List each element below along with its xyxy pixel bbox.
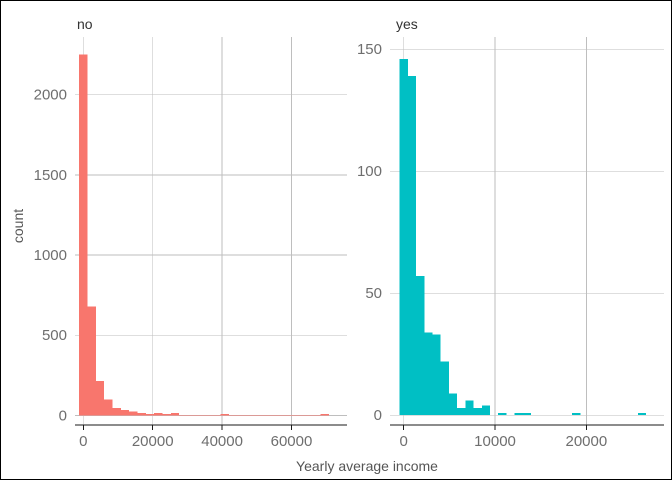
y-tick-label: 100	[357, 163, 382, 180]
histogram-bar	[262, 415, 271, 416]
y-tick-label: 1000	[34, 247, 67, 264]
x-tick-label: 0	[79, 433, 87, 450]
histogram-bar	[457, 407, 466, 416]
histogram-bar	[279, 415, 288, 416]
x-tick-label: 10000	[474, 433, 516, 450]
y-tick-label: 0	[59, 407, 67, 424]
x-axis-title: Yearly average income	[296, 458, 438, 474]
histogram-bar	[112, 408, 121, 416]
histogram-bar	[145, 413, 155, 416]
histogram-bar	[522, 412, 532, 416]
y-tick-label: 500	[42, 327, 67, 344]
facet-label-yes: yes	[396, 16, 418, 32]
histogram-bar	[407, 76, 417, 416]
histogram-bar	[129, 411, 138, 416]
histogram-bar	[195, 415, 205, 416]
x-tick-label: 40000	[201, 433, 243, 450]
histogram-bar	[104, 399, 113, 416]
histogram-bar	[498, 412, 507, 416]
y-tick-label: 2000	[34, 87, 67, 104]
histogram-bar	[481, 405, 491, 416]
histogram-bar	[514, 412, 523, 416]
histogram-bar	[212, 415, 221, 416]
y-axis-title: count	[10, 209, 26, 243]
y-tick-label: 50	[365, 285, 382, 302]
histogram-bar	[270, 415, 279, 416]
histogram-bar	[572, 412, 581, 416]
x-tick-label: 60000	[271, 433, 313, 450]
histogram-bar	[465, 400, 474, 416]
histogram-bar	[473, 407, 482, 416]
histogram-bar	[295, 415, 304, 416]
histogram-bar	[637, 412, 647, 416]
histogram-bar	[79, 54, 88, 416]
histogram-bar	[440, 361, 449, 416]
histogram-bar	[87, 306, 96, 416]
x-tick-label: 20000	[132, 433, 174, 450]
histogram-bar	[312, 415, 321, 416]
histogram-bar	[245, 415, 255, 416]
y-tick-label: 0	[374, 407, 382, 424]
histogram-bar	[237, 415, 246, 416]
histogram-bar	[170, 412, 180, 416]
histogram-bar	[204, 415, 213, 416]
histogram-bar	[432, 334, 441, 416]
histogram-bar	[424, 332, 433, 416]
histogram-bar	[137, 412, 146, 416]
histogram-bar	[287, 415, 296, 416]
histogram-bar	[95, 380, 105, 416]
x-tick-label: 0	[400, 433, 408, 450]
histogram-bar	[179, 414, 188, 416]
histogram-bar	[448, 393, 458, 416]
histogram-bar	[399, 58, 408, 416]
histogram-bar	[229, 415, 238, 416]
y-tick-label: 1500	[34, 167, 67, 184]
histogram-bar	[416, 276, 425, 416]
histogram-bar	[187, 415, 196, 416]
facet-label-no: no	[77, 16, 93, 32]
histogram-bar	[120, 409, 130, 416]
histogram-bar	[254, 415, 263, 416]
x-tick-label: 20000	[566, 433, 608, 450]
histogram-bar	[162, 414, 171, 416]
histogram-bar	[320, 414, 329, 416]
panel-yes: 0 50 100 150 0 10000 20000	[357, 37, 664, 450]
histogram-bar	[154, 412, 163, 416]
histogram-bar	[303, 415, 313, 416]
histogram-bar	[220, 414, 230, 416]
y-tick-label: 150	[357, 41, 382, 58]
